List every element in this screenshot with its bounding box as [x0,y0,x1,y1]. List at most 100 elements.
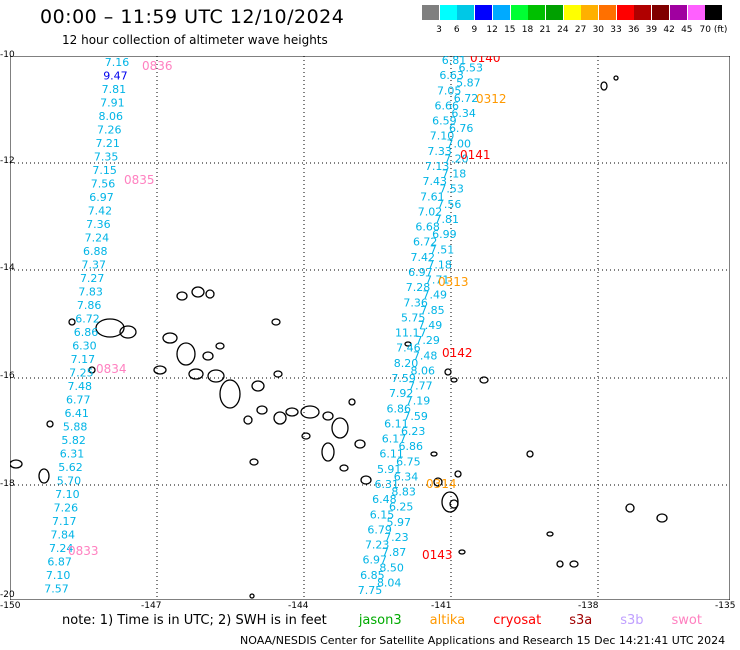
wave-height-value: 7.18 [442,168,467,181]
island-outline [88,366,96,374]
satellite-name: altika [429,613,466,628]
island-outline [68,318,76,326]
wave-height-value: 5.91 [377,463,402,476]
legend-label: 30 [592,25,605,35]
island-outline [404,341,412,347]
wave-height-value: 6.34 [451,107,476,120]
pass-time-label: 0313 [438,275,469,289]
island-outlines [10,75,668,599]
wave-height-value: 7.17 [71,353,96,366]
island-outline [301,432,311,440]
wave-height-value: 7.87 [382,546,407,559]
legend-swatch [616,5,634,20]
note-text: note: 1) Time is in UTC; 2) SWH is in fe… [62,613,327,628]
wave-height-value: 7.85 [420,304,445,317]
island-outline [162,332,178,344]
wave-height-value: 7.42 [88,205,113,218]
island-outline [176,342,196,366]
wave-height-value: 6.88 [83,245,108,258]
wave-height-value: 8.50 [379,561,404,574]
wave-height-value: 7.13 [425,160,450,173]
island-outline [354,439,366,449]
wave-height-value: 7.10 [55,488,80,501]
wave-height-value: 6.41 [64,407,89,420]
wave-height-value: 6.31 [60,448,85,461]
wave-height-value: 7.25 [69,367,94,380]
legend-label: 70 (ft) [699,25,728,35]
legend-label: 9 [471,25,478,35]
wave-height-value: 7.29 [415,334,440,347]
wave-height-value: 7.53 [439,183,464,196]
wave-height-value: 6.81 [442,56,467,67]
wave-height-value: 7.81 [102,83,127,96]
wave-height-value: 5.75 [401,311,426,324]
island-outline [449,499,459,509]
wave-height-value: 7.57 [44,583,69,596]
pass-time-label: 0143 [422,548,453,562]
island-outline [322,411,334,421]
pass-time-label: 0834 [96,362,127,376]
island-outline [251,380,265,392]
island-outline [215,342,225,350]
island-outline [119,325,137,339]
island-outline [153,365,167,375]
island-outline [600,81,608,91]
wave-height-value: 7.24 [85,232,110,245]
pass-time-label: 0833 [68,544,99,558]
legend-swatch [581,5,599,20]
wave-height-map: 7.169.477.817.918.067.267.217.357.157.56… [10,56,730,600]
wave-height-value: 7.83 [78,286,103,299]
island-outline [300,405,320,419]
page-subtitle: 12 hour collection of altimeter wave hei… [62,33,328,47]
map-frame [10,56,730,600]
wave-height-value: 7.91 [100,97,125,110]
longitude-label: -144 [288,601,309,611]
wave-height-value: 7.05 [437,84,462,97]
pass-time-label: 0312 [476,92,507,106]
island-outline [613,75,619,81]
wave-height-value: 6.87 [47,556,72,569]
legend-swatch [669,5,687,20]
satellite-name: s3b [620,613,644,628]
wave-height-value: 7.59 [391,372,416,385]
wave-height-value: 7.37 [82,259,107,272]
wave-height-value: 6.15 [370,508,395,521]
legend-label: 24 [557,25,569,35]
legend-swatch [687,5,705,20]
altimeter-tracks: 7.169.477.817.918.067.267.217.357.157.56… [44,56,483,597]
wave-height-value: 7.56 [91,178,116,191]
island-outline [450,377,458,383]
wave-height-value: 7.61 [420,190,445,203]
wave-height-value: 7.23 [365,539,390,552]
wave-height-value: 7.48 [68,380,93,393]
wave-height-value: 7.26 [97,124,122,137]
legend-swatch [492,5,510,20]
island-outline [458,549,466,555]
wave-height-value: 7.43 [423,175,448,188]
island-outline [205,289,215,299]
wave-height-value: 7.21 [95,137,120,150]
wave-height-value: 7.36 [86,218,111,231]
island-outline [285,407,299,417]
wave-height-value: 6.75 [396,455,421,468]
wave-height-value: 6.72 [454,92,479,105]
wave-height-value: 8.06 [99,110,124,123]
wave-height-value: 7.75 [358,584,383,597]
island-outline [569,560,579,568]
legend-label: 33 [610,25,622,35]
wave-height-value: 7.18 [427,258,452,271]
pass-time-label: 0314 [426,477,457,491]
legend-swatch [705,5,723,20]
island-outline [95,318,125,338]
wave-height-value: 8.04 [377,576,402,589]
wave-height-value: 7.10 [46,569,71,582]
island-outline [526,450,534,458]
wave-height-value: 6.76 [449,122,474,135]
island-outline [433,477,443,487]
island-outline [348,398,356,406]
credit-line: NOAA/NESDIS Center for Satellite Applica… [240,634,726,647]
wave-height-value: 6.72 [413,236,438,249]
wave-height-value: 6.77 [66,394,91,407]
wave-height-value: 7.16 [105,56,130,69]
wave-height-value: 8.20 [394,357,419,370]
